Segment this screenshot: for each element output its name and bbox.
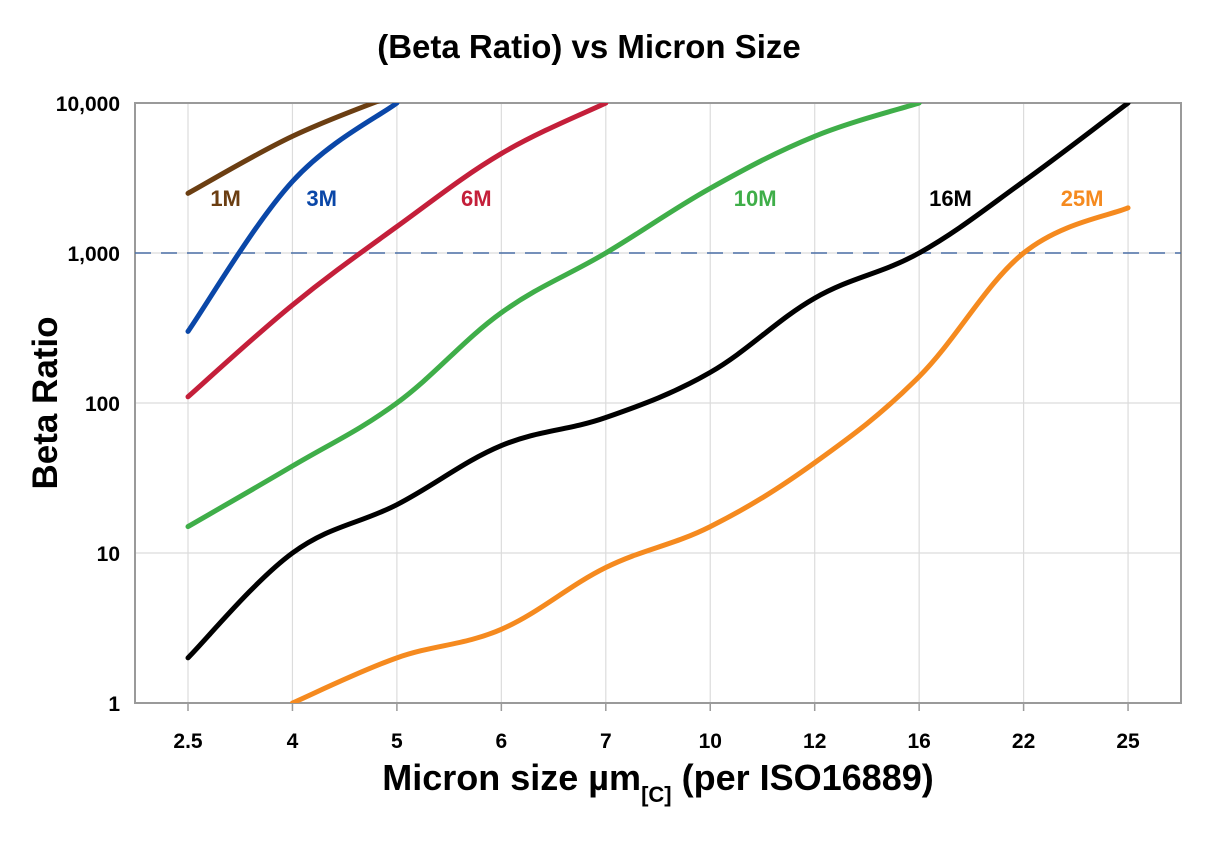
x-axis-title-tail: (per ISO16889) [672,757,934,798]
y-tick-label: 1,000 [67,243,120,266]
x-tick-label: 10 [699,730,722,753]
x-tick-label: 12 [803,730,826,753]
series-label-6M: 6M [461,186,492,211]
grid [135,102,1181,711]
y-tick-label: 10 [97,543,120,566]
series-label-10M: 10M [734,186,777,211]
chart-title: (Beta Ratio) vs Micron Size [377,28,801,65]
series-labels: 1M 3M 6M 10M 16M 25M [210,186,1103,211]
x-tick-label: 2.5 [173,730,203,753]
x-tick-label: 25 [1116,730,1140,753]
series-line-1M [185,103,381,196]
y-tick-labels: 1 10 100 1,000 10,000 [56,93,121,716]
series-line-3M [185,103,400,334]
plot-frame [134,102,1182,704]
series-line-16M [185,103,1131,661]
x-tick-label: 5 [391,730,403,753]
x-tick-label: 4 [287,730,299,753]
series-line-25M [289,205,1131,703]
series-group [185,103,1131,703]
series-line-10M [185,103,922,530]
y-axis-title: Beta Ratio [26,316,65,489]
series-label-3M: 3M [306,186,337,211]
y-tick-label: 10,000 [56,93,120,116]
series-label-1M: 1M [210,186,241,211]
x-axis-title-main: Micron size µm [382,757,641,798]
y-tick-label: 1 [108,693,120,716]
series-line-6M [185,103,609,400]
x-axis-title: Micron size µm[C] (per ISO16889) [382,757,933,807]
x-tick-label: 6 [496,730,508,753]
y-tick-label: 100 [85,393,120,416]
x-tick-labels: 2.5 4 5 6 7 10 12 16 22 25 [173,730,1140,753]
x-tick-label: 22 [1012,730,1035,753]
x-axis-title-sub: [C] [641,782,672,807]
series-label-16M: 16M [929,186,972,211]
series-label-25M: 25M [1061,186,1104,211]
x-tick-label: 7 [600,730,612,753]
x-tick-label: 16 [907,730,930,753]
